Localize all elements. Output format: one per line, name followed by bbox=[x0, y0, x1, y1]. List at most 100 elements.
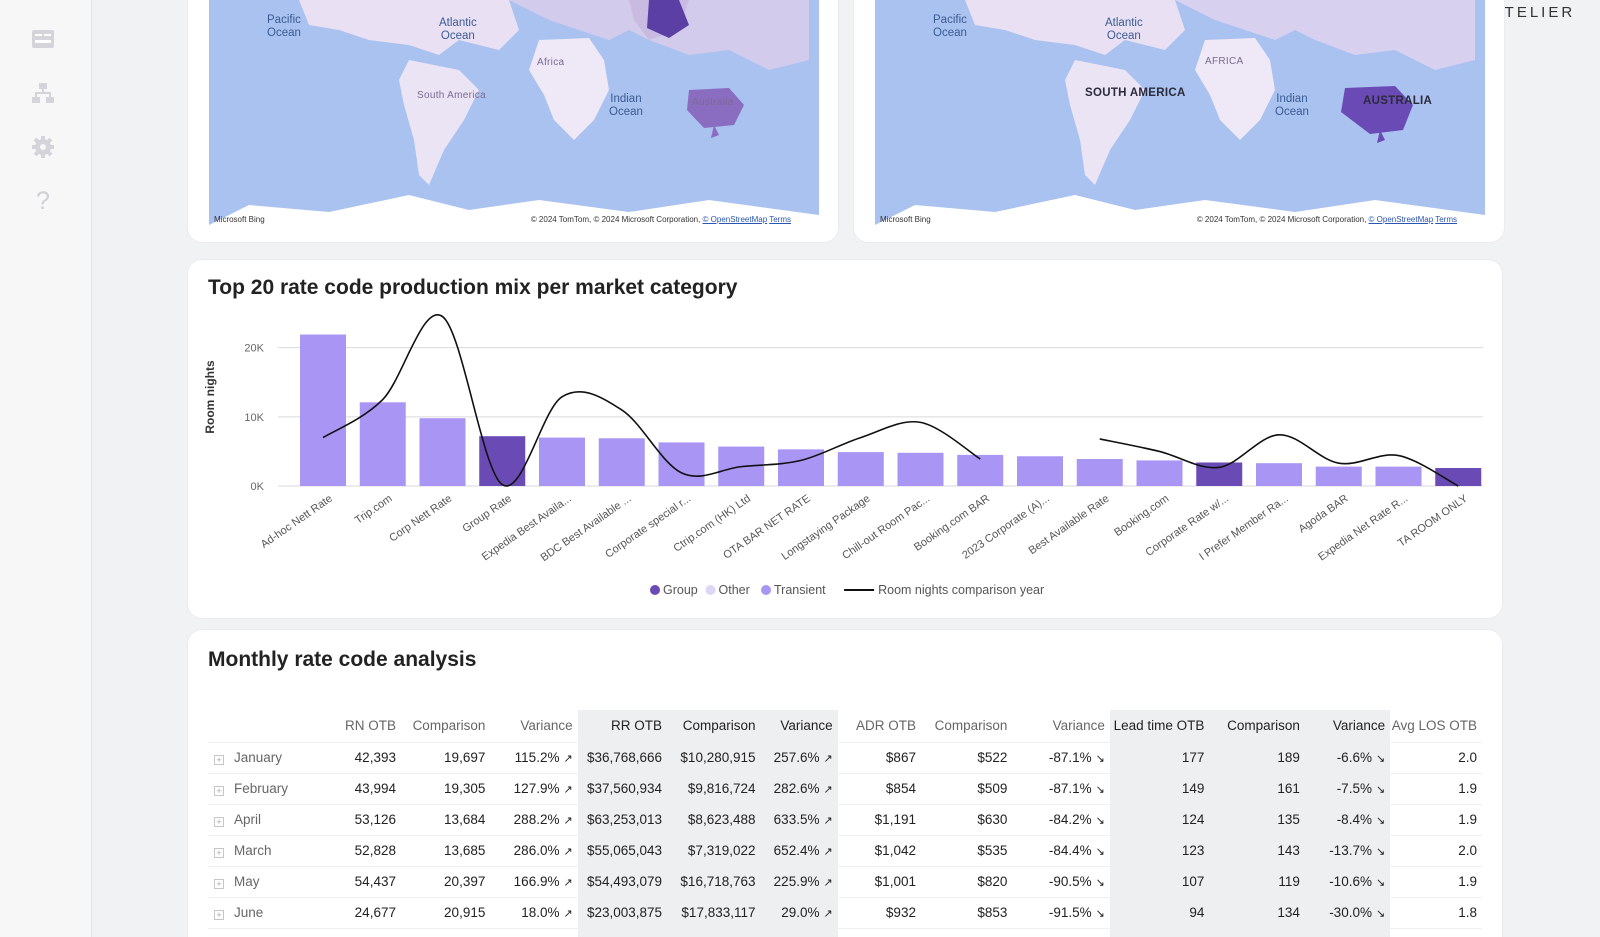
bar bbox=[658, 442, 705, 486]
column-header[interactable]: RN OTB bbox=[344, 718, 396, 734]
table-cell: 18.0% ↗ bbox=[490, 896, 578, 928]
total-cell bbox=[667, 927, 761, 937]
x-tick-label: Booking.com bbox=[1112, 493, 1171, 539]
bar bbox=[1375, 466, 1422, 486]
total-cell bbox=[490, 927, 578, 937]
bar bbox=[598, 438, 645, 486]
legend-label: Transient bbox=[774, 583, 826, 597]
total-row: 271,455 $270,144,6 $995 129 1.9 bbox=[208, 927, 1482, 937]
table-cell: 288.2% ↗ bbox=[490, 803, 578, 835]
table-cell: $1,001 bbox=[837, 865, 921, 897]
table-cell: 286.0% ↗ bbox=[490, 834, 578, 866]
table-cell: -91.5% ↘ bbox=[1012, 896, 1110, 928]
legend-label: Other bbox=[719, 583, 750, 597]
monthly-analysis-card: Monthly rate code analysis RN OTB Compari… bbox=[188, 630, 1502, 937]
land-label: South America bbox=[417, 90, 486, 101]
table-cell: 257.6% ↗ bbox=[760, 741, 838, 773]
gear-icon[interactable] bbox=[30, 134, 56, 160]
map-footer: Microsoft Bing © 2024 TomTom, © 2024 Mic… bbox=[880, 215, 1457, 224]
dashboard-icon[interactable] bbox=[30, 26, 56, 52]
table-cell: + February bbox=[208, 772, 314, 804]
column-header[interactable] bbox=[208, 710, 314, 742]
table-cell: 24,677 bbox=[313, 896, 401, 928]
map-attribution: © 2024 TomTom, © 2024 Microsoft Corporat… bbox=[531, 215, 791, 224]
osm-link[interactable]: © OpenStreetMap bbox=[702, 215, 768, 224]
terms-link[interactable]: Terms bbox=[1435, 215, 1457, 224]
column-header[interactable]: Variance bbox=[760, 710, 838, 742]
column-header[interactable]: Comparison bbox=[934, 718, 1008, 734]
monthly-analysis-table: RN OTB Comparison Variance RR OTB Comparison… bbox=[208, 710, 1482, 937]
column-header[interactable]: Variance bbox=[1304, 710, 1391, 742]
table-cell: 123 bbox=[1109, 834, 1210, 866]
help-icon[interactable]: ? bbox=[36, 186, 50, 215]
table-row[interactable]: + February 43,994 19,305 127.9% ↗ $37,560,934 $… bbox=[208, 772, 1482, 804]
bar bbox=[359, 402, 406, 486]
table-cell: 1.9 bbox=[1390, 803, 1482, 835]
table-row[interactable]: + May 54,437 20,397 166.9% ↗ $54,493,079 $16,71… bbox=[208, 865, 1482, 897]
column-header[interactable]: Variance bbox=[520, 718, 573, 734]
table-cell: 119 bbox=[1209, 865, 1305, 897]
ocean-label: Indian Ocean bbox=[1275, 93, 1309, 118]
expand-icon: + bbox=[214, 910, 224, 920]
table-cell: 149 bbox=[1109, 772, 1210, 804]
column-header[interactable]: Comparison bbox=[412, 718, 486, 734]
column-header[interactable]: Avg LOS OTB bbox=[1391, 718, 1477, 734]
column-header[interactable]: Comparison bbox=[1209, 710, 1305, 742]
table-row[interactable]: + March 52,828 13,685 286.0% ↗ $55,065,043 $7,3… bbox=[208, 834, 1482, 866]
table-row[interactable]: + June 24,677 20,915 18.0% ↗ $23,003,875 $17,83… bbox=[208, 896, 1482, 928]
copyright-text: © 2024 TomTom, © 2024 Microsoft Corporat… bbox=[530, 215, 701, 224]
table-row[interactable]: + April 53,126 13,684 288.2% ↗ $63,253,013 $8,6… bbox=[208, 803, 1482, 835]
rate-code-chart[interactable]: 0K 10K 20K Room nights Ad-hoc Nett Rate Trip.… bbox=[188, 260, 1502, 618]
map-attribution: © 2024 TomTom, © 2024 Microsoft Corporat… bbox=[1197, 215, 1457, 224]
table-cell: 94 bbox=[1109, 896, 1210, 928]
table-cell: $820 bbox=[920, 865, 1013, 897]
expand-icon: + bbox=[214, 817, 224, 827]
sidebar: ? bbox=[0, 0, 92, 937]
land-label: AFRICA bbox=[1205, 56, 1244, 67]
total-cell bbox=[760, 927, 838, 937]
table-cell: 1.9 bbox=[1390, 865, 1482, 897]
table-cell: $630 bbox=[920, 803, 1013, 835]
table-cell: 13,685 bbox=[400, 834, 491, 866]
map-footer: Microsoft Bing © 2024 TomTom, © 2024 Mic… bbox=[214, 215, 791, 224]
bar bbox=[1196, 462, 1243, 486]
world-map-1[interactable]: Pacific Ocean Atlantic Ocean Indian Ocean A… bbox=[209, 0, 819, 230]
table-cell: $854 bbox=[837, 772, 921, 804]
expand-icon: + bbox=[214, 848, 224, 858]
table-row[interactable]: + January 42,393 19,697 115.2% ↗ $36,768,666 $1… bbox=[208, 741, 1482, 773]
column-header[interactable]: Lead time OTB bbox=[1109, 710, 1210, 742]
table-cell: $932 bbox=[837, 896, 921, 928]
expand-icon: + bbox=[214, 755, 224, 765]
column-header[interactable]: Comparison bbox=[667, 710, 761, 742]
table-cell: $8,623,488 bbox=[667, 803, 761, 835]
bar bbox=[957, 454, 1004, 486]
table-cell: $36,768,666 bbox=[577, 741, 668, 773]
table-cell: $535 bbox=[920, 834, 1013, 866]
bar bbox=[1017, 456, 1063, 486]
map-card-2: Pacific Ocean Atlantic Ocean Indian Ocean A… bbox=[854, 0, 1504, 242]
table-cell: -30.0% ↘ bbox=[1304, 896, 1391, 928]
legend-swatch bbox=[650, 585, 660, 595]
world-map-2[interactable]: Pacific Ocean Atlantic Ocean Indian Ocean A… bbox=[875, 0, 1485, 230]
x-tick-label: Agoda BAR bbox=[1296, 493, 1350, 536]
table-cell: 42,393 bbox=[313, 741, 401, 773]
table-cell: + June bbox=[208, 896, 314, 928]
table-cell: 20,915 bbox=[400, 896, 491, 928]
terms-link[interactable]: Terms bbox=[769, 215, 791, 224]
bar bbox=[1315, 466, 1362, 486]
hierarchy-icon[interactable] bbox=[30, 80, 56, 106]
table-cell: 143 bbox=[1209, 834, 1305, 866]
table-cell: 135 bbox=[1209, 803, 1305, 835]
bar bbox=[419, 418, 466, 486]
table-cell: $54,493,079 bbox=[577, 865, 668, 897]
total-cell bbox=[208, 927, 314, 937]
bar bbox=[1076, 459, 1123, 486]
ocean-label: Pacific Ocean bbox=[267, 14, 301, 39]
table-cell: 54,437 bbox=[313, 865, 401, 897]
column-header[interactable]: Variance bbox=[1052, 718, 1105, 734]
table-cell: 107 bbox=[1109, 865, 1210, 897]
table-cell: -87.1% ↘ bbox=[1012, 741, 1110, 773]
column-header[interactable]: ADR OTB bbox=[855, 718, 916, 734]
column-header[interactable]: RR OTB bbox=[577, 710, 668, 742]
osm-link[interactable]: © OpenStreetMap bbox=[1368, 215, 1434, 224]
